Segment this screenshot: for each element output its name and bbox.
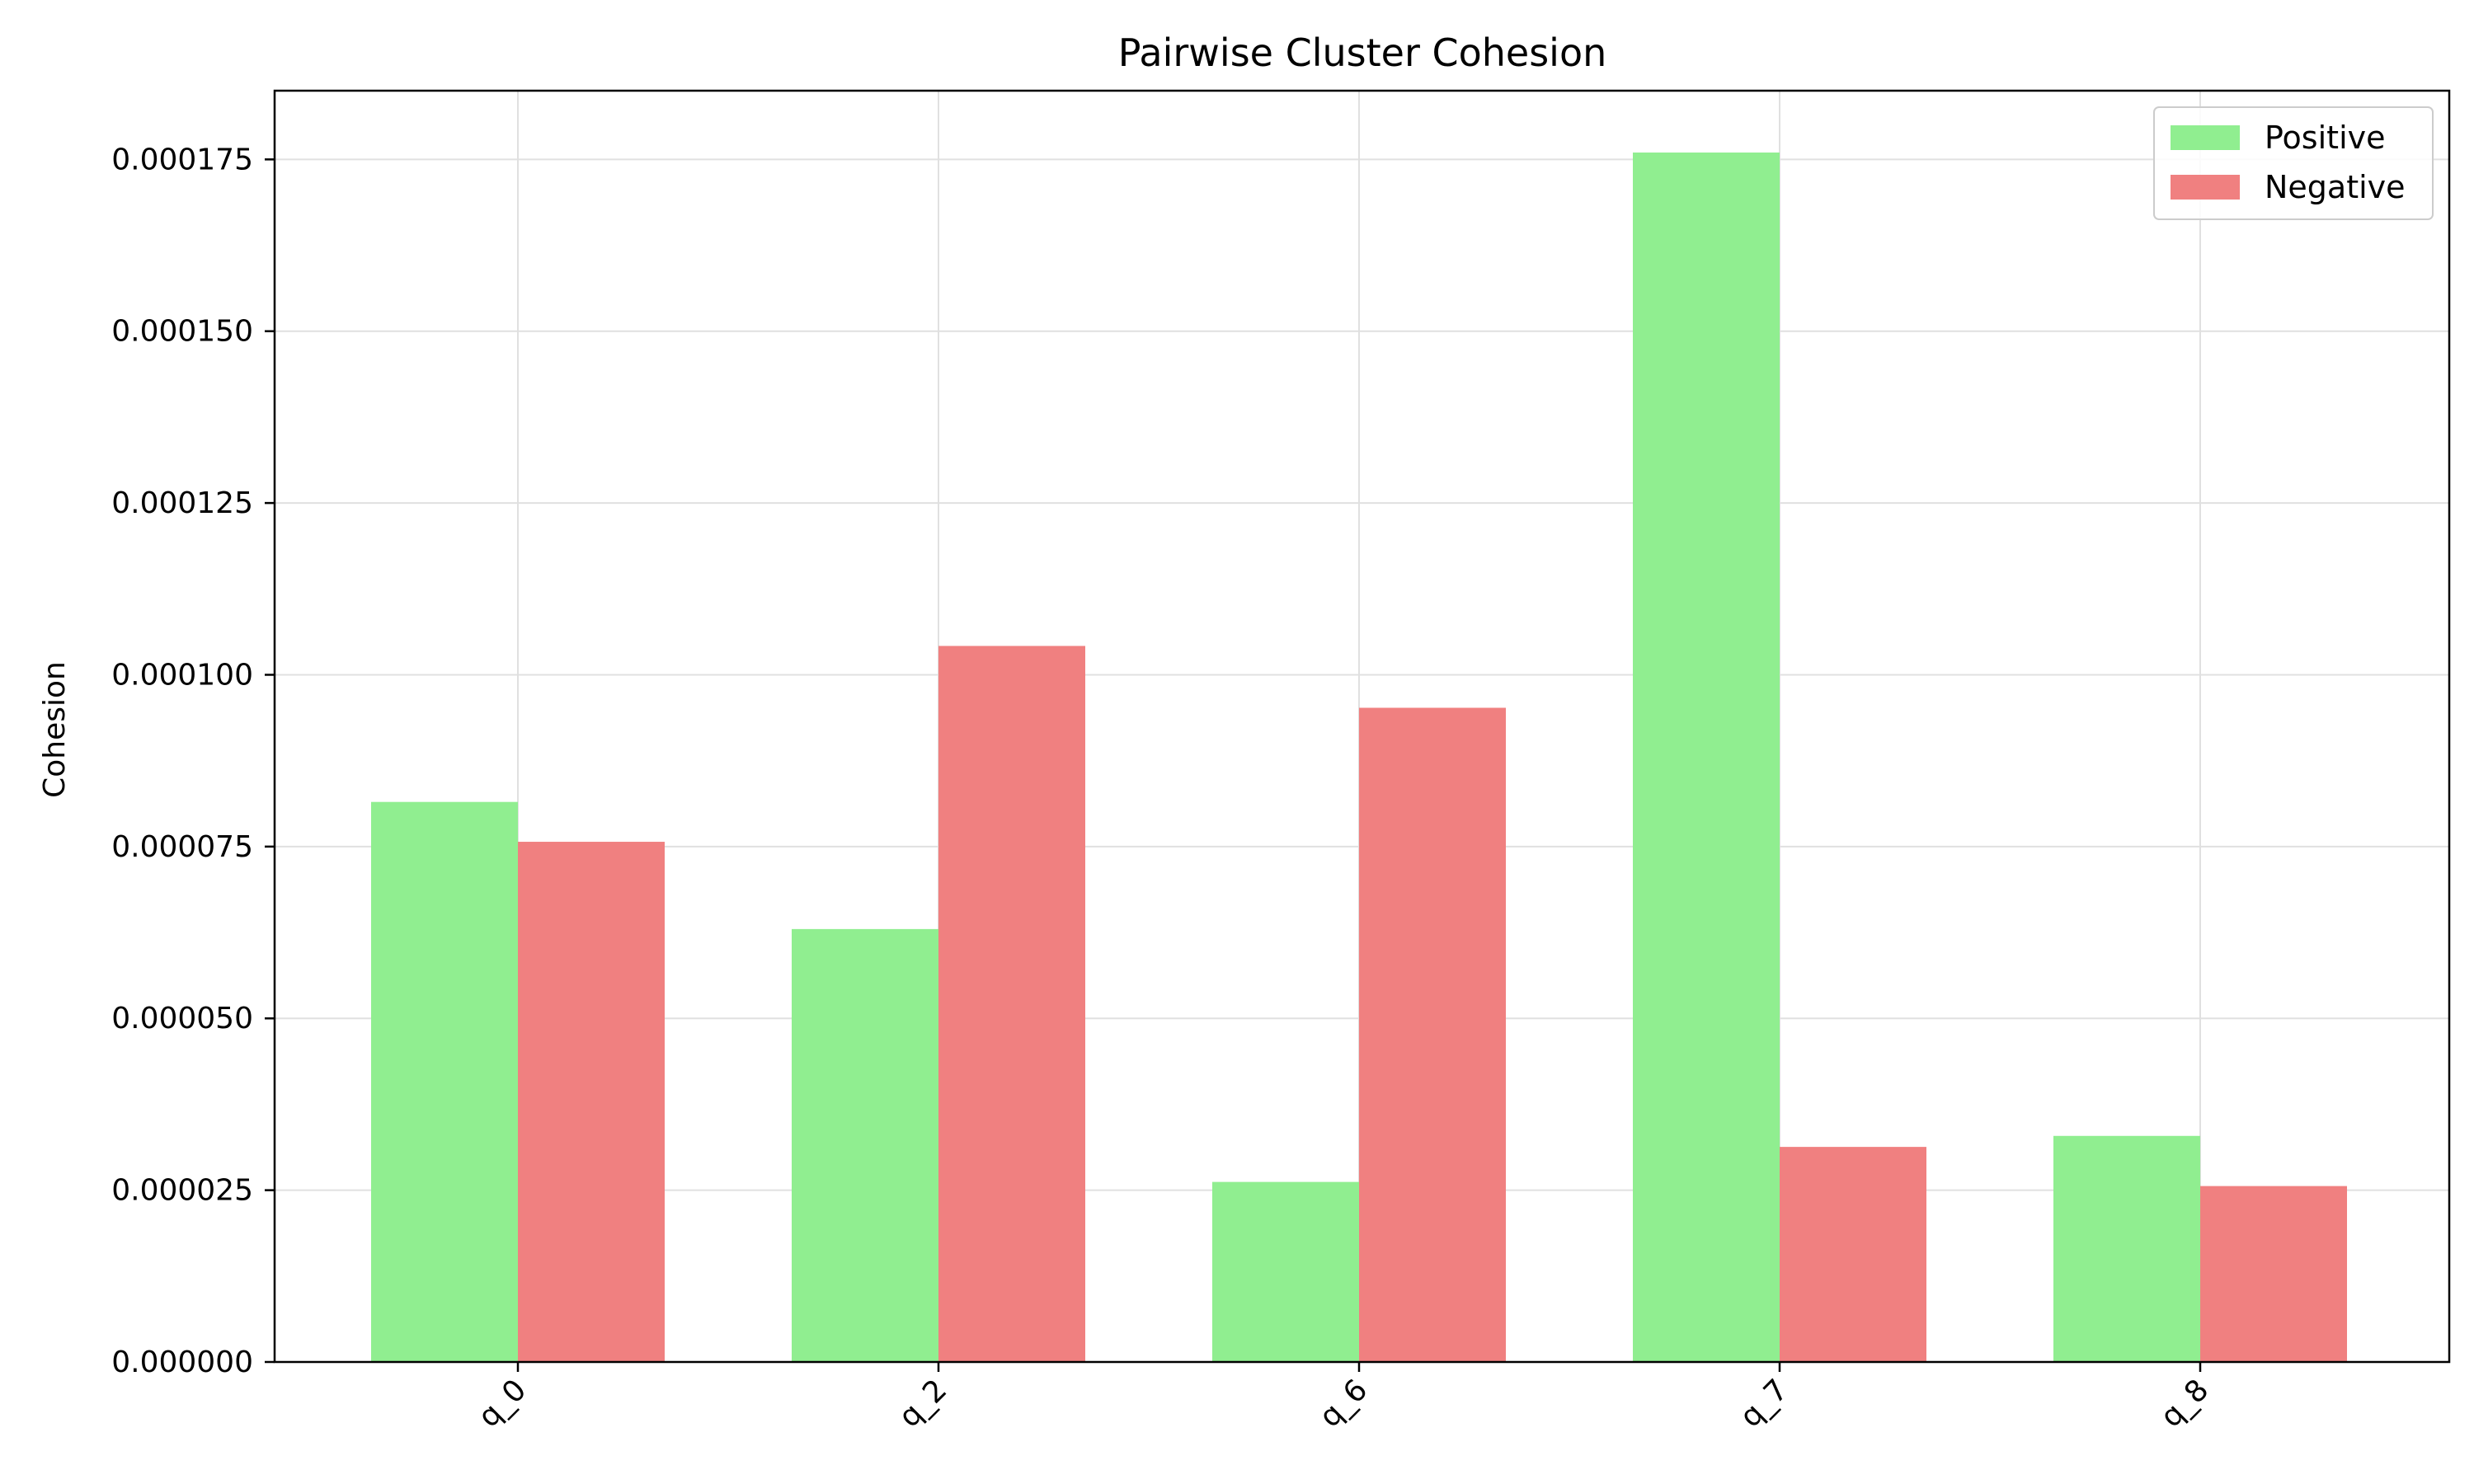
bar-negative-q_6 xyxy=(1359,707,1506,1362)
x-tick-label: q_7 xyxy=(1733,1373,1794,1434)
bar-negative-q_2 xyxy=(938,646,1085,1362)
y-tick-label: 0.000075 xyxy=(111,830,253,864)
y-tick-label: 0.000050 xyxy=(111,1002,253,1036)
y-tick-label: 0.000175 xyxy=(111,143,253,176)
x-tick-label: q_8 xyxy=(2154,1373,2215,1434)
legend: Positive Negative xyxy=(2153,106,2434,220)
bar-negative-q_0 xyxy=(518,842,665,1362)
legend-label-positive: Positive xyxy=(2265,120,2386,156)
bar-negative-q_8 xyxy=(2200,1186,2347,1362)
y-tick-label: 0.000125 xyxy=(111,486,253,520)
legend-swatch-negative xyxy=(2171,175,2240,200)
chart-title: Pairwise Cluster Cohesion xyxy=(1118,31,1607,75)
y-tick-label: 0.000025 xyxy=(111,1174,253,1208)
y-tick-label: 0.000000 xyxy=(111,1345,253,1379)
x-tick-label: q_6 xyxy=(1313,1373,1374,1434)
y-tick-label: 0.000150 xyxy=(111,315,253,349)
bar-positive-q_2 xyxy=(792,928,938,1362)
y-axis-label: Cohesion xyxy=(38,661,72,798)
bar-positive-q_0 xyxy=(371,801,518,1362)
x-tick-label: q_0 xyxy=(472,1373,533,1434)
bar-positive-q_7 xyxy=(1633,153,1780,1362)
plot-frame xyxy=(273,89,2451,1364)
bars-layer xyxy=(371,153,2347,1362)
y-tick-label: 0.000100 xyxy=(111,658,253,692)
bar-positive-q_6 xyxy=(1212,1181,1359,1362)
legend-label-negative: Negative xyxy=(2265,169,2406,205)
bar-negative-q_7 xyxy=(1780,1147,1926,1362)
x-tick-label: q_2 xyxy=(892,1373,953,1434)
bar-positive-q_8 xyxy=(2053,1135,2200,1362)
legend-swatch-positive xyxy=(2171,125,2240,150)
